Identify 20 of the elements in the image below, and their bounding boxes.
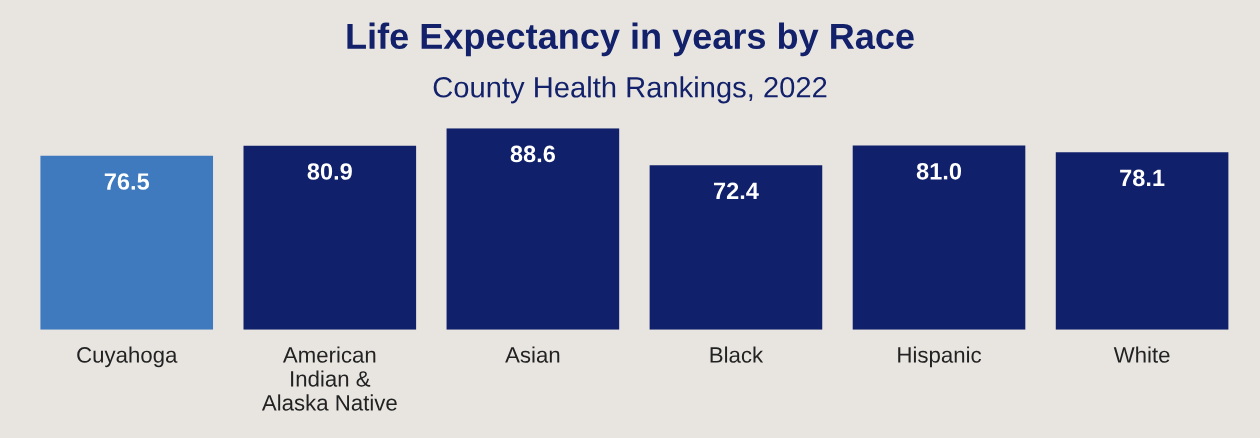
bar	[446, 128, 620, 330]
bar	[243, 145, 417, 330]
bar	[1055, 152, 1229, 330]
chart-subtitle: County Health Rankings, 2022	[433, 76, 827, 104]
chart-title: Life Expectancy in years by Race	[347, 22, 914, 57]
data-label: 80.9	[307, 163, 352, 180]
data-label: 78.1	[1120, 169, 1165, 187]
x-tick-label: Cuyahoga	[77, 346, 178, 368]
data-label: 76.5	[104, 173, 150, 190]
data-label: 81.0	[916, 162, 962, 180]
data-label: 72.4	[713, 182, 759, 199]
bar	[649, 165, 823, 330]
data-label: 88.6	[510, 145, 555, 163]
x-tick-label: Asian	[505, 346, 560, 363]
bar	[40, 155, 214, 330]
bar	[852, 145, 1026, 330]
x-tick-label: White	[1113, 346, 1170, 363]
x-tick-label: Hispanic	[898, 346, 982, 368]
x-tick-label: American Indian & Alaska Native	[261, 346, 397, 411]
x-tick-label: Black	[710, 346, 764, 363]
